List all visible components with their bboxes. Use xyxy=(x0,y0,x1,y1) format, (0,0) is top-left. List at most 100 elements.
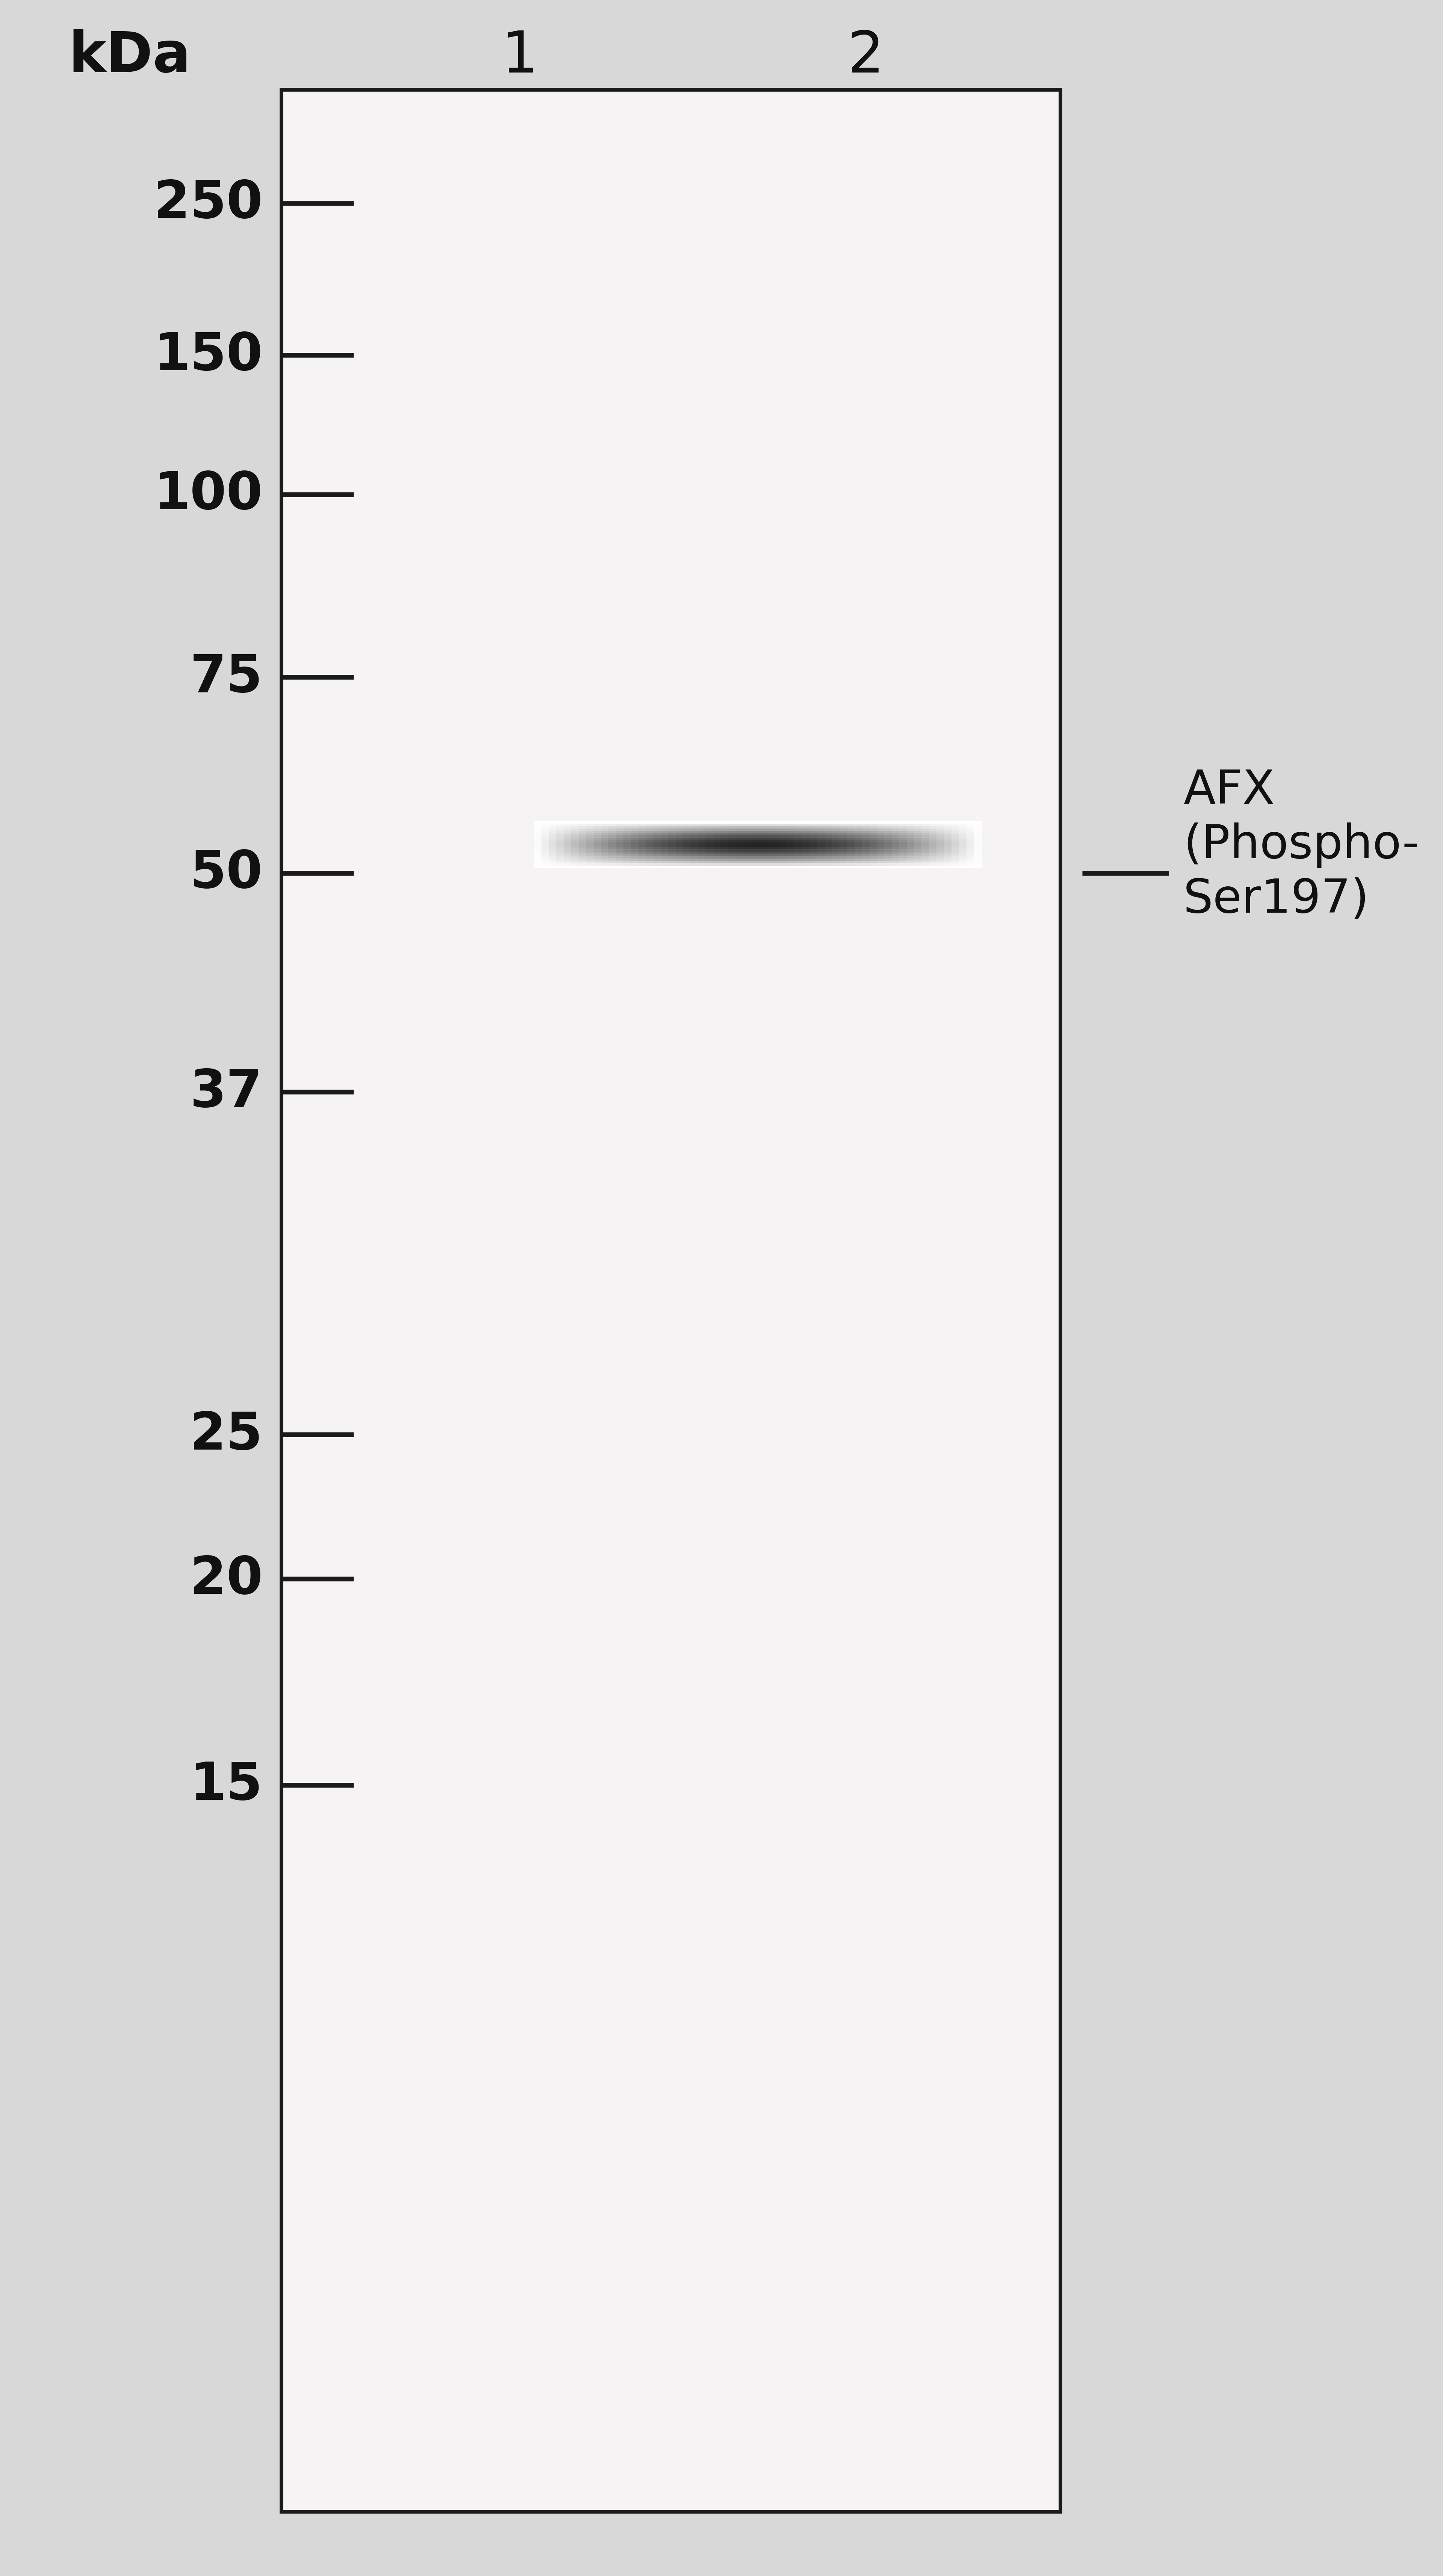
Bar xyxy=(906,837,915,840)
Bar xyxy=(854,824,863,827)
Bar xyxy=(817,845,825,848)
Bar xyxy=(616,842,623,845)
Bar xyxy=(772,832,781,835)
Bar xyxy=(906,827,915,829)
Bar xyxy=(944,850,952,855)
Bar xyxy=(743,858,750,860)
Bar xyxy=(706,858,713,860)
Bar xyxy=(690,827,698,829)
Bar xyxy=(534,855,543,858)
Bar xyxy=(772,822,781,824)
Bar xyxy=(847,840,856,842)
Bar xyxy=(951,829,960,835)
Bar xyxy=(758,829,766,835)
Bar xyxy=(690,848,698,850)
Bar xyxy=(623,860,632,863)
Bar xyxy=(586,860,595,863)
Bar xyxy=(586,827,595,829)
Bar xyxy=(817,827,825,829)
Bar xyxy=(534,863,543,866)
Bar xyxy=(668,858,677,860)
Bar xyxy=(706,842,713,845)
Bar xyxy=(690,858,698,860)
Bar xyxy=(915,832,922,835)
Bar xyxy=(713,845,722,848)
Bar xyxy=(833,850,840,853)
Bar xyxy=(661,827,668,829)
Bar xyxy=(885,822,892,824)
Bar xyxy=(727,845,736,848)
Bar xyxy=(750,858,759,860)
Bar xyxy=(817,853,825,855)
Bar xyxy=(541,842,550,845)
Bar xyxy=(899,824,908,827)
Text: 37: 37 xyxy=(190,1066,263,1118)
Bar xyxy=(586,866,595,868)
Bar xyxy=(854,829,863,835)
Bar xyxy=(623,829,632,835)
Bar xyxy=(564,863,571,866)
Bar xyxy=(951,848,960,850)
Bar xyxy=(937,832,945,835)
Bar xyxy=(810,840,818,842)
Bar xyxy=(654,822,661,824)
Bar xyxy=(743,829,750,832)
Bar xyxy=(706,840,713,842)
Bar xyxy=(586,858,595,860)
Bar xyxy=(750,822,759,824)
Bar xyxy=(779,835,788,837)
Bar xyxy=(586,853,595,855)
Bar xyxy=(974,842,983,845)
Bar xyxy=(706,829,713,835)
Bar xyxy=(654,858,661,860)
Bar xyxy=(668,835,677,837)
Bar xyxy=(548,837,557,840)
Bar xyxy=(706,827,713,829)
Bar xyxy=(861,863,870,866)
Bar xyxy=(974,840,983,842)
Bar xyxy=(951,850,960,855)
Bar xyxy=(899,850,908,853)
Bar xyxy=(646,850,654,853)
Bar xyxy=(937,824,945,827)
Bar xyxy=(586,829,595,832)
Bar xyxy=(877,829,885,832)
Bar xyxy=(951,845,960,848)
Bar xyxy=(564,837,571,840)
Bar xyxy=(727,848,736,850)
Bar xyxy=(556,842,564,845)
Bar xyxy=(609,850,616,853)
Bar xyxy=(638,845,646,848)
Bar xyxy=(915,866,922,868)
Bar xyxy=(847,860,856,863)
Bar xyxy=(877,850,885,855)
Bar xyxy=(772,840,781,842)
Bar xyxy=(698,827,706,829)
Bar xyxy=(840,860,848,863)
Bar xyxy=(631,858,639,860)
Bar xyxy=(736,863,743,866)
Bar xyxy=(951,863,960,866)
Bar xyxy=(788,835,795,837)
Bar xyxy=(571,832,579,835)
Bar xyxy=(960,822,967,824)
Bar xyxy=(623,850,632,855)
Bar xyxy=(772,855,781,858)
Bar xyxy=(758,832,766,835)
Bar xyxy=(556,829,564,835)
Bar xyxy=(825,829,833,832)
Bar xyxy=(869,848,877,850)
Bar xyxy=(854,863,863,866)
Bar xyxy=(758,822,766,824)
Bar xyxy=(840,827,848,829)
Bar xyxy=(541,858,550,860)
Bar xyxy=(750,855,759,858)
Bar xyxy=(885,845,892,848)
Bar xyxy=(922,827,929,829)
Bar xyxy=(833,822,840,824)
Bar xyxy=(750,832,759,835)
Bar xyxy=(571,860,579,863)
Bar xyxy=(683,860,691,863)
Bar xyxy=(600,829,609,835)
Bar xyxy=(810,829,818,835)
